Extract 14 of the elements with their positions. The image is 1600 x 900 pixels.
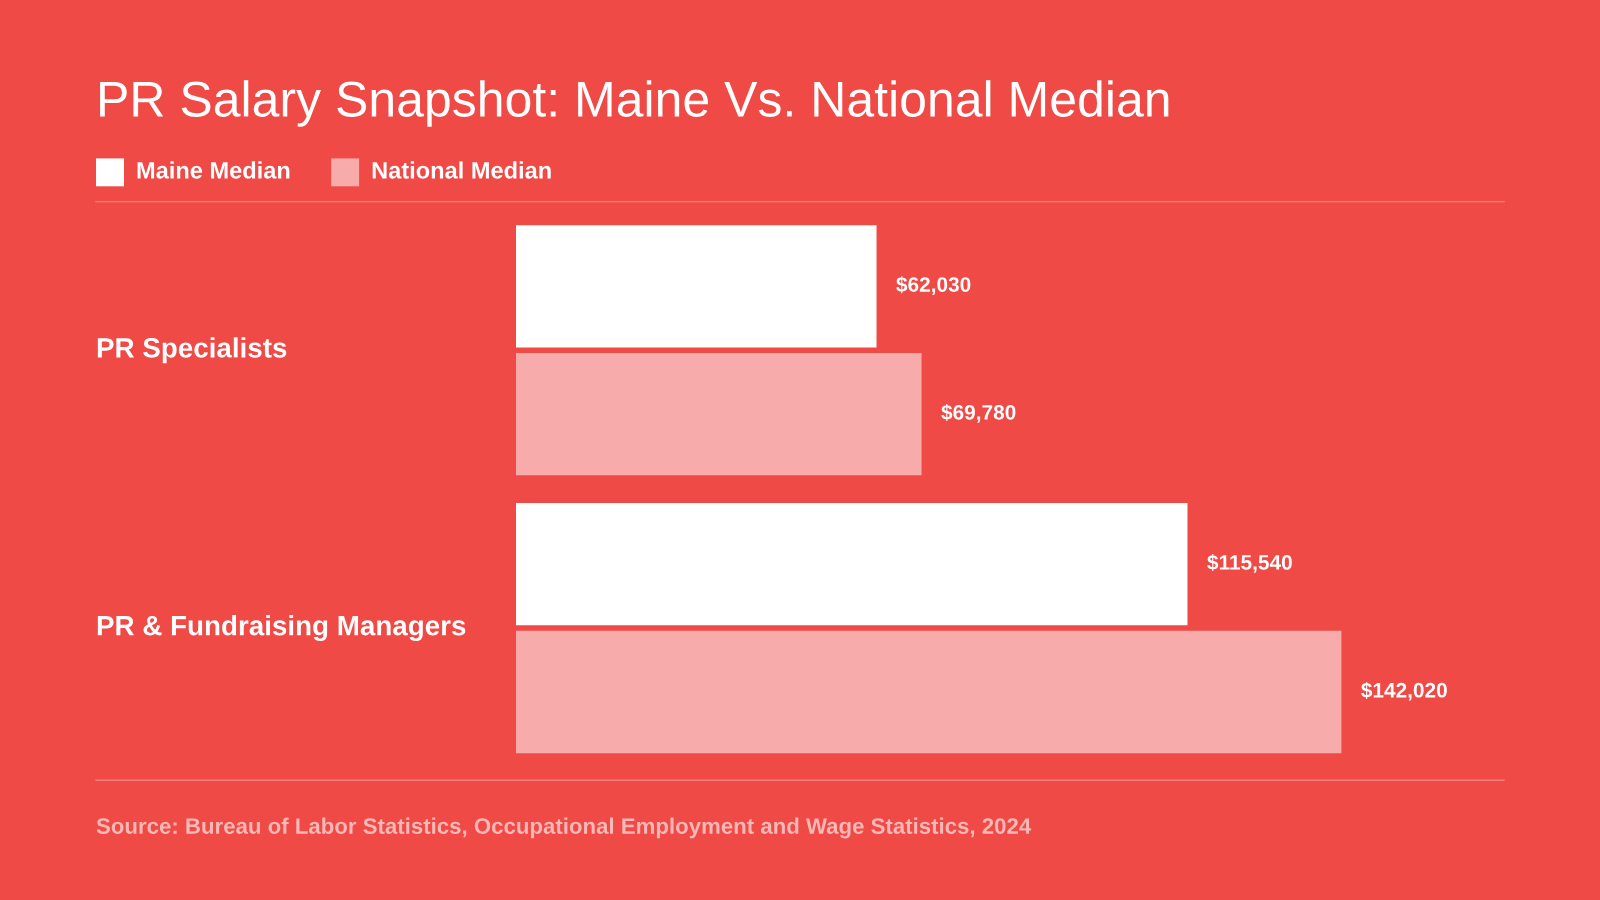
chart-title: PR Salary Snapshot: Maine Vs. National Median [100,80,1169,127]
data-label: $69,780 [941,404,1016,423]
legend-label: Maine Median [137,161,290,179]
data-label: $115,540 [1207,554,1292,573]
bar [516,630,1342,754]
bar [516,225,877,348]
data-label: $142,020 [1361,681,1447,701]
legend-label: National Median [372,161,551,179]
data-label: $62,030 [896,276,971,295]
y-tick-label: PR & Fundraising Managers [97,615,466,642]
bar [516,352,922,476]
source-note: Source: Bureau of Labor Statistics, Occupational Employment and Wage Statistics, 2024 [96,817,1032,839]
y-tick-label: PR Specialists [97,337,287,364]
bar [516,503,1188,626]
